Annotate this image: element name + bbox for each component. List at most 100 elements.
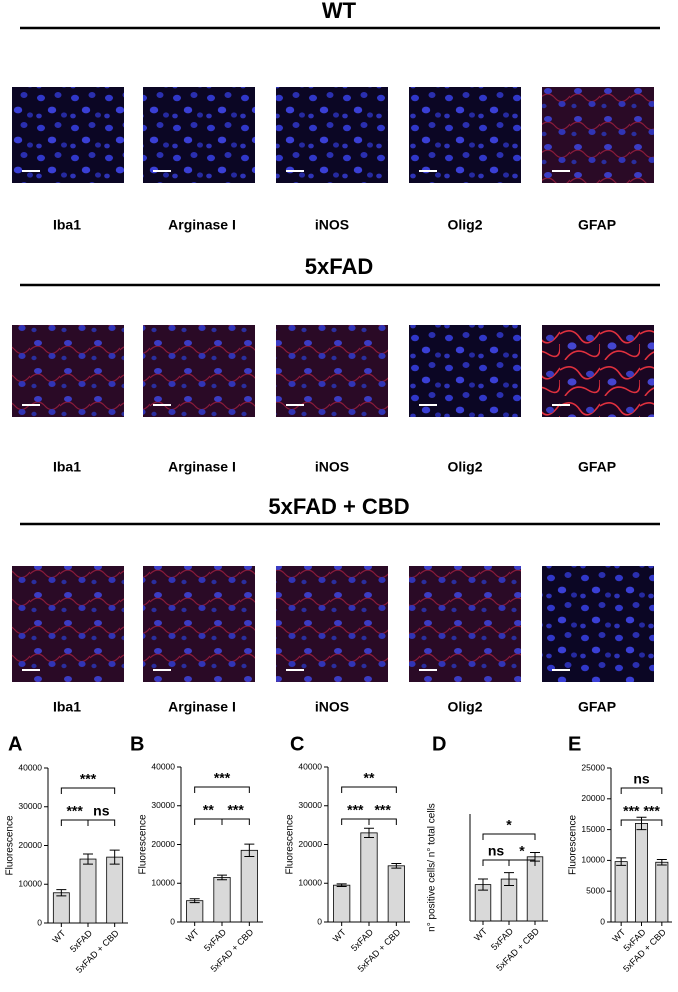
y-axis-label: Fluorescence bbox=[5, 815, 16, 875]
error-bar bbox=[391, 862, 402, 869]
y-tick-label: 20000 bbox=[581, 793, 605, 803]
panel-letter: A bbox=[8, 733, 22, 755]
significance-bracket bbox=[341, 786, 397, 793]
x-tick-label: WT bbox=[184, 927, 201, 944]
significance-label: ** bbox=[364, 770, 375, 786]
significance-bracket bbox=[341, 818, 370, 825]
panel-label: Arginase I bbox=[168, 217, 236, 233]
micrograph bbox=[12, 325, 124, 417]
panel-label: Iba1 bbox=[53, 217, 81, 233]
micrograph bbox=[542, 325, 654, 417]
error-bar bbox=[504, 872, 514, 886]
y-tick-label: 30000 bbox=[18, 801, 42, 811]
significance-label: ns bbox=[93, 803, 110, 819]
panel-label: Olig2 bbox=[447, 459, 482, 475]
bar bbox=[52, 892, 70, 924]
error-bar bbox=[109, 849, 120, 865]
micrograph bbox=[276, 87, 388, 183]
y-tick-label: 10000 bbox=[581, 855, 605, 865]
y-tick-label: 30000 bbox=[298, 800, 322, 810]
panel-label: Olig2 bbox=[447, 217, 482, 233]
panel-letter: D bbox=[432, 733, 446, 755]
significance-bracket bbox=[482, 833, 536, 840]
y-tick-label: 10000 bbox=[298, 878, 322, 888]
micrograph bbox=[276, 325, 388, 417]
y-tick-label: 40000 bbox=[18, 762, 42, 772]
y-tick-label: 15000 bbox=[581, 824, 605, 834]
bar bbox=[79, 858, 97, 924]
error-bar bbox=[189, 898, 200, 904]
y-axis-label: Fluorescence bbox=[285, 814, 296, 874]
panel-letter: B bbox=[130, 733, 144, 755]
significance-label: *** bbox=[623, 803, 640, 819]
significance-bracket bbox=[194, 786, 250, 793]
significance-bracket bbox=[194, 818, 223, 825]
significance-label: ns bbox=[488, 843, 505, 859]
significance-label: *** bbox=[347, 802, 364, 818]
micrograph bbox=[409, 566, 521, 682]
significance-bracket bbox=[620, 787, 663, 794]
y-tick-label: 40000 bbox=[298, 761, 322, 771]
x-tick-label: WT bbox=[331, 927, 348, 944]
significance-label: *** bbox=[80, 771, 97, 787]
y-tick-label: 5000 bbox=[586, 885, 605, 895]
significance-bracket bbox=[641, 819, 663, 826]
y-tick-label: 0 bbox=[600, 916, 605, 926]
bar bbox=[614, 861, 628, 923]
error-bar bbox=[217, 874, 227, 881]
micrograph bbox=[409, 87, 521, 183]
panel-label: Olig2 bbox=[447, 699, 482, 715]
micrograph bbox=[143, 87, 255, 183]
significance-label: * bbox=[506, 817, 512, 833]
panel-label: iNOS bbox=[315, 217, 349, 233]
micrograph bbox=[276, 566, 388, 682]
significance-label: ns bbox=[633, 771, 650, 787]
micrograph bbox=[542, 87, 654, 183]
y-axis-label: Fluorescence bbox=[568, 815, 579, 875]
error-bar bbox=[616, 857, 627, 866]
significance-bracket bbox=[60, 787, 116, 794]
x-tick-label: 5xFAD bbox=[202, 927, 229, 954]
y-tick-label: 30000 bbox=[151, 800, 175, 810]
significance-label: *** bbox=[643, 803, 660, 819]
panel-label: iNOS bbox=[315, 699, 349, 715]
significance-label: *** bbox=[227, 802, 244, 818]
panel-letter: E bbox=[568, 733, 581, 755]
panel-label: GFAP bbox=[578, 217, 616, 233]
error-bar bbox=[83, 853, 93, 865]
x-tick-label: WT bbox=[472, 926, 489, 943]
y-tick-label: 0 bbox=[170, 916, 175, 926]
error-bar bbox=[656, 858, 667, 866]
significance-bracket bbox=[221, 818, 250, 825]
error-bar bbox=[244, 843, 255, 858]
significance-label: *** bbox=[214, 770, 231, 786]
panel-label: GFAP bbox=[578, 699, 616, 715]
y-tick-label: 10000 bbox=[151, 878, 175, 888]
bar bbox=[240, 849, 258, 923]
micrograph bbox=[12, 87, 124, 183]
panel-label: Arginase I bbox=[168, 459, 236, 475]
significance-label: ** bbox=[203, 802, 214, 818]
x-tick-label: 5xFAD bbox=[349, 927, 376, 954]
micrograph bbox=[409, 325, 521, 417]
bar bbox=[655, 861, 669, 923]
significance-label: * bbox=[519, 843, 525, 859]
significance-bracket bbox=[60, 819, 89, 826]
y-tick-label: 20000 bbox=[18, 840, 42, 850]
panel-label: Arginase I bbox=[168, 699, 236, 715]
bar bbox=[635, 823, 649, 923]
panel-label: GFAP bbox=[578, 459, 616, 475]
significance-bracket bbox=[482, 859, 510, 866]
x-tick-label: WT bbox=[50, 928, 67, 945]
section-title: 5xFAD bbox=[305, 254, 373, 279]
significance-label: *** bbox=[66, 803, 83, 819]
section-title: 5xFAD + CBD bbox=[268, 494, 409, 519]
significance-bracket bbox=[368, 818, 397, 825]
bar bbox=[526, 856, 544, 922]
error-bar bbox=[336, 883, 347, 888]
micrograph bbox=[143, 325, 255, 417]
micrograph bbox=[143, 566, 255, 682]
y-tick-label: 40000 bbox=[151, 761, 175, 771]
bar bbox=[387, 865, 405, 923]
y-tick-label: 20000 bbox=[298, 839, 322, 849]
